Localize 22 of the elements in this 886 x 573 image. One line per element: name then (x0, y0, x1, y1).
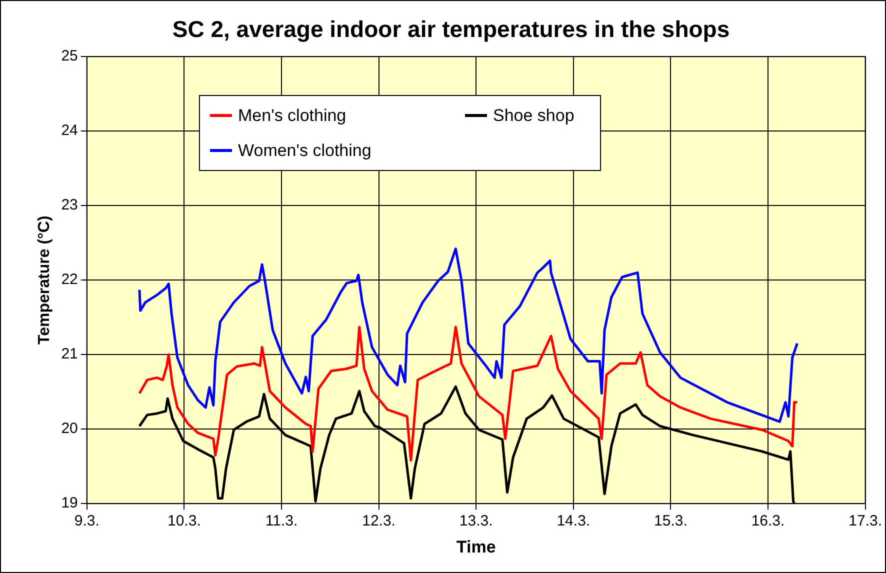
x-tick-label: 17.3. (848, 512, 882, 530)
x-tick-label: 11.3. (265, 512, 298, 530)
legend-label: Women's clothing (238, 140, 372, 160)
y-tick-label: 23 (61, 196, 78, 214)
x-tick-label: 14.3. (556, 512, 590, 530)
y-tick-label: 21 (61, 346, 78, 363)
x-tick-label: 15.3. (654, 512, 688, 530)
legend-label: Shoe shop (493, 106, 574, 126)
x-tick-label: 12.3. (362, 512, 396, 530)
y-tick-label: 19 (61, 494, 78, 512)
legend-label: Men's clothing (238, 106, 346, 126)
x-tick-label: 10.3. (168, 512, 201, 530)
y-tick-label: 22 (61, 271, 78, 288)
x-tick-label: 16.3. (751, 512, 785, 530)
x-axis-title: Time (456, 537, 496, 556)
y-tick-label: 24 (61, 122, 78, 140)
x-tick-label: 9.3. (74, 512, 100, 530)
y-tick-label: 25 (61, 48, 78, 65)
y-tick-label: 20 (61, 420, 78, 438)
chart-title: SC 2, average indoor air temperatures in the shops (172, 16, 730, 42)
y-axis-title: Temperature (°C) (36, 216, 54, 344)
x-tick-label: 13.3. (459, 512, 493, 530)
